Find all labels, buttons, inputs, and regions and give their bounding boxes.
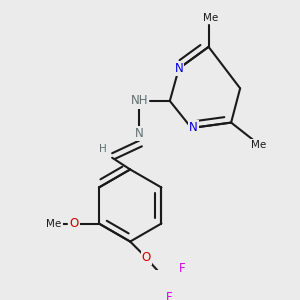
Text: H: H: [99, 144, 107, 154]
Text: NH: NH: [130, 94, 148, 107]
Text: Me: Me: [250, 140, 266, 150]
Text: N: N: [135, 127, 144, 140]
Text: F: F: [166, 291, 172, 300]
Text: Me: Me: [203, 13, 218, 23]
Text: O: O: [69, 217, 78, 230]
Text: N: N: [175, 62, 183, 75]
Text: F: F: [179, 262, 186, 275]
Text: N: N: [189, 122, 198, 134]
Text: Me: Me: [46, 218, 62, 229]
Text: O: O: [142, 251, 151, 264]
